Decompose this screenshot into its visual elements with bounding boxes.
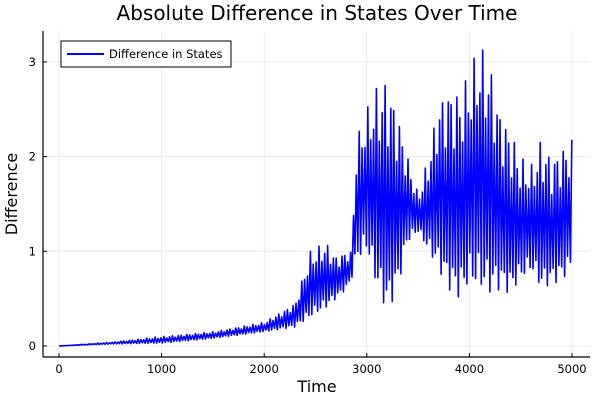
data-series [58,49,573,347]
y-axis-label: Difference [2,153,21,235]
y-tick-label: 3 [29,55,36,69]
y-tick-label: 1 [29,244,36,258]
x-tick-label: 3000 [352,362,381,376]
x-tick-label: 0 [55,362,62,376]
y-tick-label: 0 [29,339,36,353]
tick-labels: 0 1000 2000 3000 4000 5000 0 1 2 3 [29,55,587,376]
legend-entry: Difference in States [109,47,223,61]
x-tick-label: 5000 [557,362,586,376]
x-axis-label: Time [296,377,336,396]
chart-title: Absolute Difference in States Over Time [117,1,518,25]
legend: Difference in States [60,40,232,68]
x-tick-label: 4000 [455,362,484,376]
series-line-difference-in-states [58,49,573,347]
x-tick-label: 2000 [250,362,279,376]
y-tick-label: 2 [29,150,36,164]
x-tick-label: 1000 [147,362,176,376]
